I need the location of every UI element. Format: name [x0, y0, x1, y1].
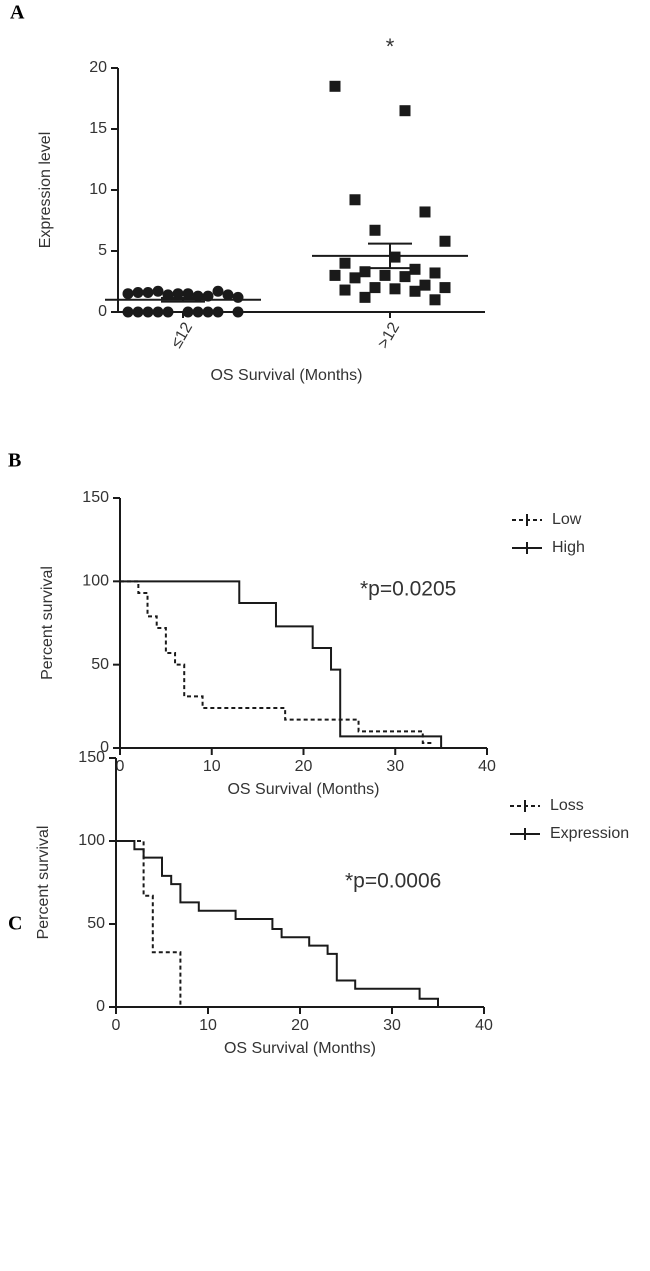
y-tick-label: 50	[87, 915, 105, 932]
x-tick-label: 30	[383, 1017, 401, 1034]
data-point	[349, 272, 361, 284]
data-point	[232, 306, 244, 318]
legend-label: Expression	[550, 825, 629, 842]
data-point	[349, 194, 361, 206]
data-point	[329, 269, 341, 281]
survival-curve	[120, 580, 443, 748]
panel-label: A	[10, 2, 25, 24]
data-point	[389, 283, 401, 295]
data-point	[409, 263, 421, 275]
x-tick-label: 0	[116, 758, 125, 775]
x-tick-label: 20	[291, 1017, 309, 1034]
x-tick-label: 20	[295, 758, 313, 775]
significance: *	[386, 34, 395, 59]
data-point	[182, 306, 194, 318]
y-axis-label: Percent survival	[35, 826, 52, 940]
x-axis-label: OS Survival (Months)	[224, 1040, 376, 1057]
data-point	[152, 285, 164, 297]
y-tick-label: 0	[96, 998, 105, 1015]
data-point	[132, 286, 144, 298]
x-tick-label: 10	[199, 1017, 217, 1034]
data-point	[202, 306, 214, 318]
y-tick-label: 0	[100, 739, 109, 756]
data-point	[122, 306, 134, 318]
data-point	[389, 251, 401, 263]
y-tick-label: 20	[89, 59, 107, 76]
survival-curve	[116, 840, 182, 1007]
error-bar	[368, 242, 412, 270]
x-axis-label: OS Survival (Months)	[210, 367, 362, 384]
data-point	[369, 224, 381, 236]
data-point	[152, 306, 164, 318]
x-tick-label: 0	[112, 1017, 121, 1034]
x-tick-label: >12	[375, 320, 403, 352]
panel-label: B	[8, 450, 21, 472]
data-point	[142, 286, 154, 298]
data-point	[339, 284, 351, 296]
data-point	[142, 306, 154, 318]
legend-label: High	[552, 539, 585, 556]
data-point	[359, 291, 371, 303]
data-point	[379, 269, 391, 281]
data-point	[339, 257, 351, 269]
data-point	[399, 271, 411, 283]
p-value: *p=0.0205	[360, 578, 456, 601]
data-point	[409, 285, 421, 297]
data-point	[369, 282, 381, 294]
x-tick-label: 10	[203, 758, 221, 775]
x-tick-label: 30	[386, 758, 404, 775]
y-axis-label: Expression level	[37, 132, 54, 249]
y-tick-label: 100	[82, 573, 109, 590]
y-tick-label: 0	[98, 303, 107, 320]
survival-curve	[116, 840, 439, 1007]
y-tick-label: 15	[89, 120, 107, 137]
panel-label: C	[8, 913, 22, 935]
error-bar	[161, 296, 205, 303]
data-point	[162, 306, 174, 318]
data-point	[439, 235, 451, 247]
data-point	[212, 285, 224, 297]
x-tick-label: ≤12	[168, 320, 196, 352]
y-tick-label: 50	[91, 656, 109, 673]
data-point	[222, 289, 234, 301]
survival-curve	[120, 580, 432, 744]
y-tick-label: 5	[98, 242, 107, 259]
x-axis-label: OS Survival (Months)	[227, 781, 379, 798]
y-tick-label: 10	[89, 181, 107, 198]
data-point	[419, 206, 431, 218]
data-point	[419, 279, 431, 291]
x-tick-label: 40	[475, 1017, 493, 1034]
data-point	[439, 282, 451, 294]
data-point	[429, 294, 441, 306]
x-tick-label: 40	[478, 758, 496, 775]
data-point	[329, 80, 341, 92]
data-point	[172, 288, 184, 300]
data-point	[192, 306, 204, 318]
data-point	[132, 306, 144, 318]
p-value: *p=0.0006	[345, 870, 441, 893]
data-point	[232, 291, 244, 303]
data-point	[182, 288, 194, 300]
data-point	[212, 306, 224, 318]
y-tick-label: 150	[78, 749, 105, 766]
legend-label: Loss	[550, 797, 584, 814]
y-tick-label: 100	[78, 832, 105, 849]
data-point	[429, 267, 441, 279]
data-point	[359, 266, 371, 278]
data-point	[122, 288, 134, 300]
y-tick-label: 150	[82, 489, 109, 506]
data-point	[399, 105, 411, 117]
legend-label: Low	[552, 511, 582, 528]
y-axis-label: Percent survival	[39, 566, 56, 680]
